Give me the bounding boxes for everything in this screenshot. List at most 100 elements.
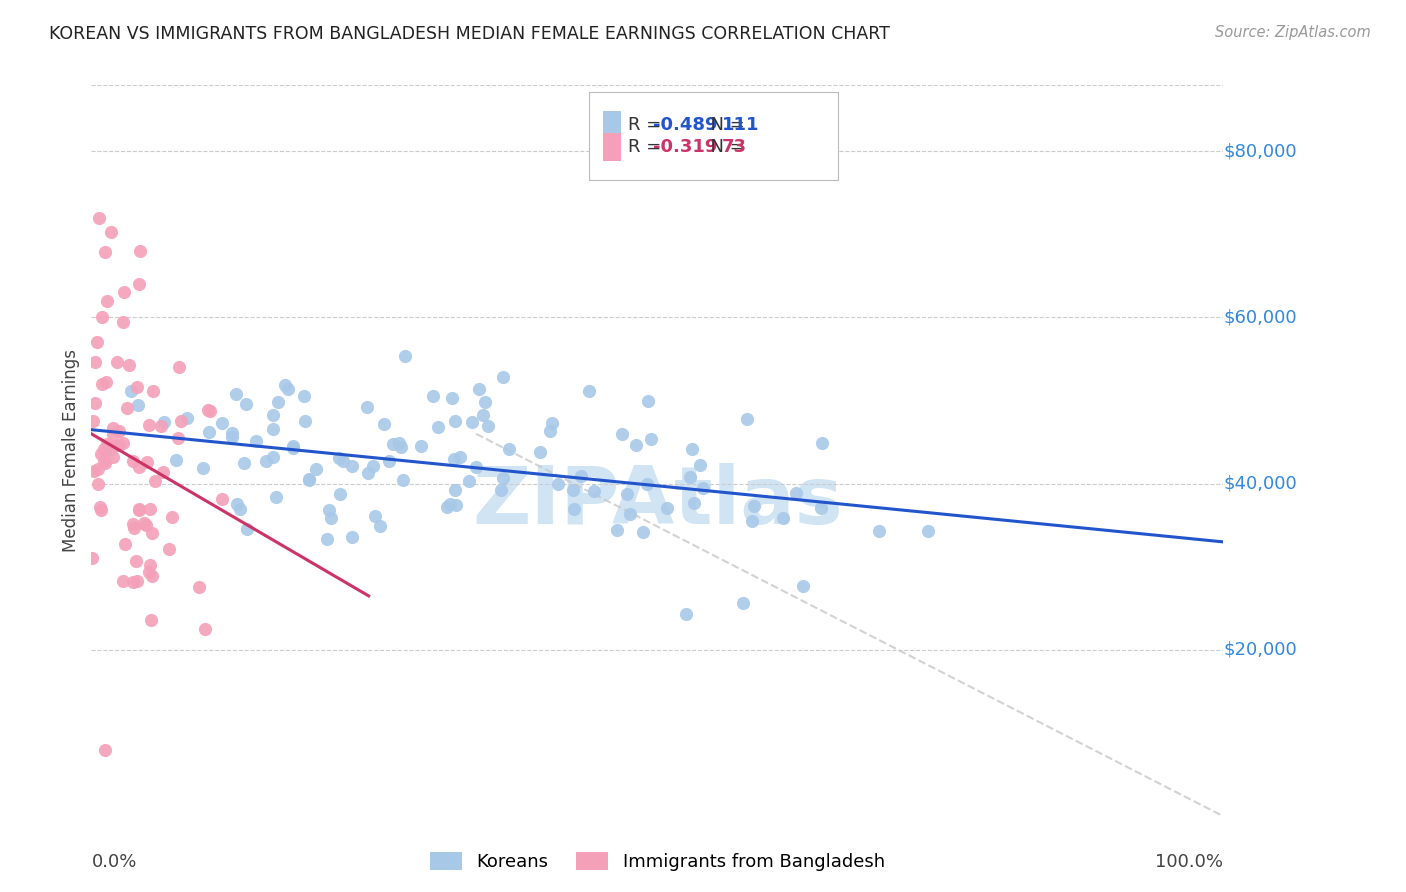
Point [107, 438, 129, 452]
Text: Source: ZipAtlas.com: Source: ZipAtlas.com [1215, 25, 1371, 40]
Point [370, 519, 392, 533]
Text: R =: R = [628, 137, 666, 155]
Point [176, 411, 198, 425]
Point [165, 453, 187, 467]
Text: KOREAN VS IMMIGRANTS FROM BANGLADESH MEDIAN FEMALE EARNINGS CORRELATION CHART: KOREAN VS IMMIGRANTS FROM BANGLADESH MED… [49, 25, 890, 43]
Point [198, 404, 221, 418]
Point [583, 484, 606, 499]
Point [93, 442, 115, 457]
Point [128, 503, 150, 517]
Point [319, 510, 342, 524]
Point [97, 443, 120, 458]
Point [741, 514, 763, 528]
Point [114, 537, 136, 551]
Point [127, 397, 149, 411]
Point [772, 510, 794, 524]
Point [636, 477, 658, 491]
Point [138, 566, 160, 580]
Point [792, 579, 814, 593]
Point [93, 454, 115, 468]
Point [103, 439, 125, 453]
Text: 100.0%: 100.0% [1156, 853, 1223, 871]
Point [139, 613, 162, 627]
Point [387, 435, 409, 450]
Point [226, 497, 249, 511]
Point [811, 436, 834, 450]
Point [143, 474, 166, 488]
Point [409, 440, 432, 454]
Point [100, 225, 122, 239]
Point [135, 455, 157, 469]
Point [264, 490, 287, 504]
Point [232, 456, 254, 470]
Text: $20,000: $20,000 [1223, 641, 1296, 659]
Point [142, 384, 165, 398]
Point [82, 551, 104, 566]
Point [391, 473, 413, 487]
Point [692, 481, 714, 495]
Point [364, 509, 387, 524]
Point [221, 430, 243, 444]
Point [221, 425, 243, 440]
Text: $80,000: $80,000 [1223, 142, 1296, 161]
Point [197, 402, 219, 417]
Text: ZIPAtlas: ZIPAtlas [472, 463, 842, 541]
Point [262, 422, 284, 436]
Point [141, 569, 163, 583]
Point [87, 462, 110, 476]
Point [262, 408, 284, 422]
Point [446, 498, 468, 512]
Point [167, 360, 190, 375]
Point [737, 412, 759, 426]
Point [90, 447, 112, 461]
Point [96, 375, 118, 389]
Point [742, 499, 765, 513]
Point [281, 441, 304, 455]
Text: $40,000: $40,000 [1223, 475, 1296, 492]
Point [198, 425, 221, 439]
Point [105, 355, 128, 369]
Text: -0.489: -0.489 [652, 116, 717, 135]
Point [94, 457, 117, 471]
Point [83, 396, 105, 410]
Point [90, 376, 112, 391]
Point [187, 580, 209, 594]
Point [84, 355, 107, 369]
Point [118, 358, 141, 372]
Point [474, 395, 496, 409]
Text: 73: 73 [721, 137, 747, 155]
Point [139, 558, 162, 572]
Point [135, 517, 157, 532]
Point [458, 475, 481, 489]
Point [491, 483, 513, 497]
Point [128, 277, 150, 292]
Text: 0.0%: 0.0% [91, 853, 136, 871]
Point [86, 334, 108, 349]
Point [472, 408, 495, 422]
Text: N =: N = [699, 137, 751, 155]
Point [229, 502, 252, 516]
Point [115, 401, 138, 415]
Point [94, 244, 117, 259]
Point [477, 419, 499, 434]
Point [128, 501, 150, 516]
Point [492, 369, 515, 384]
Point [112, 574, 135, 589]
Point [294, 389, 316, 403]
Point [127, 574, 149, 588]
Point [305, 462, 328, 476]
Point [357, 466, 380, 480]
Point [111, 315, 134, 329]
Text: 111: 111 [721, 116, 759, 135]
Point [211, 416, 233, 430]
Point [94, 742, 117, 756]
Point [679, 469, 702, 483]
Point [461, 416, 484, 430]
Point [298, 472, 321, 486]
Point [122, 575, 145, 590]
Point [112, 285, 135, 299]
Point [111, 436, 134, 450]
Point [377, 454, 399, 468]
Point [682, 495, 704, 509]
Point [449, 450, 471, 464]
